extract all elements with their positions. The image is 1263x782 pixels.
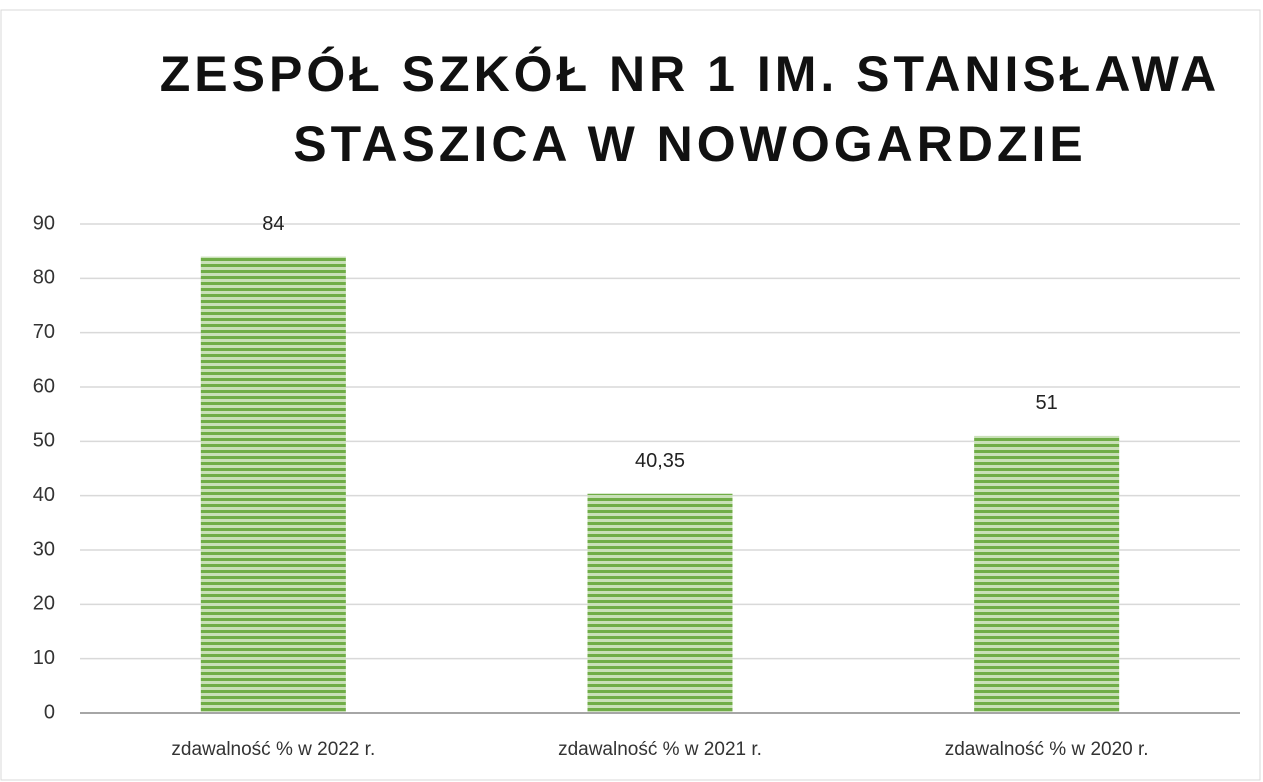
x-tick-label: zdawalność % w 2022 r. bbox=[171, 739, 375, 760]
data-label: 84 bbox=[262, 213, 284, 235]
y-tick-label: 20 bbox=[33, 593, 55, 615]
y-tick-label: 70 bbox=[33, 321, 55, 343]
data-label: 51 bbox=[1036, 392, 1058, 414]
data-label: 40,35 bbox=[635, 450, 685, 472]
y-tick-label: 40 bbox=[33, 484, 55, 506]
x-tick-label: zdawalność % w 2020 r. bbox=[945, 739, 1149, 760]
chart-title: ZESPÓŁ SZKÓŁ NR 1 IM. STANISŁAWA bbox=[160, 46, 1220, 102]
y-tick-label: 10 bbox=[33, 647, 55, 669]
y-tick-label: 50 bbox=[33, 430, 55, 452]
y-tick-label: 30 bbox=[33, 538, 55, 560]
chart-title: STASZICA W NOWOGARDZIE bbox=[293, 116, 1087, 172]
x-tick-label: zdawalność % w 2021 r. bbox=[558, 739, 762, 760]
y-tick-label: 90 bbox=[33, 212, 55, 234]
bar bbox=[587, 493, 733, 713]
y-tick-label: 80 bbox=[33, 267, 55, 289]
y-tick-label: 60 bbox=[33, 375, 55, 397]
y-tick-label: 0 bbox=[44, 701, 55, 723]
bar bbox=[974, 435, 1120, 713]
bar bbox=[200, 256, 346, 713]
